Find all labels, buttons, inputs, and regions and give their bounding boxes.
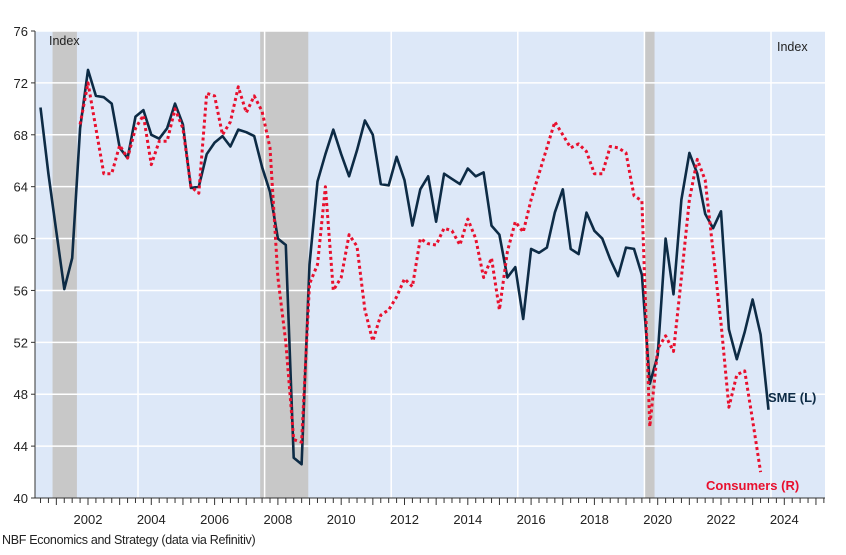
source-footer: NBF Economics and Strategy (data via Ref… (2, 533, 256, 547)
left-axis-label: Index (49, 34, 80, 48)
x-tick-label: 2018 (580, 512, 609, 527)
y-tick-label: 52 (14, 335, 28, 350)
y-tick-label: 60 (14, 232, 28, 247)
legend-sme: SME (L) (768, 390, 816, 405)
x-tick-label: 2004 (137, 512, 166, 527)
legend-consumers: Consumers (R) (706, 478, 799, 493)
x-tick-label: 2008 (263, 512, 292, 527)
x-tick-label: 2024 (770, 512, 799, 527)
x-tick-label: 2010 (327, 512, 356, 527)
recession-band (260, 31, 309, 498)
y-tick-label: 76 (14, 24, 28, 39)
x-tick-label: 2002 (74, 512, 103, 527)
recession-band (645, 31, 655, 498)
y-tick-label: 68 (14, 128, 28, 143)
x-tick-label: 2014 (453, 512, 482, 527)
y-tick-label: 64 (14, 180, 28, 195)
consumers-series-line (78, 81, 763, 473)
x-tick-label: 2006 (200, 512, 229, 527)
x-tick-label: 2022 (707, 512, 736, 527)
plot-area (35, 31, 825, 498)
y-tick-label: 72 (14, 76, 28, 91)
y-tick-label: 48 (14, 387, 28, 402)
y-tick-label: 56 (14, 283, 28, 298)
right-axis-label: Index (777, 40, 808, 54)
y-tick-label: 44 (14, 439, 28, 454)
recession-band (52, 31, 77, 498)
x-tick-label: 2012 (390, 512, 419, 527)
x-tick-label: 2016 (517, 512, 546, 527)
y-tick-label: 40 (14, 491, 28, 506)
x-tick-label: 2020 (643, 512, 672, 527)
